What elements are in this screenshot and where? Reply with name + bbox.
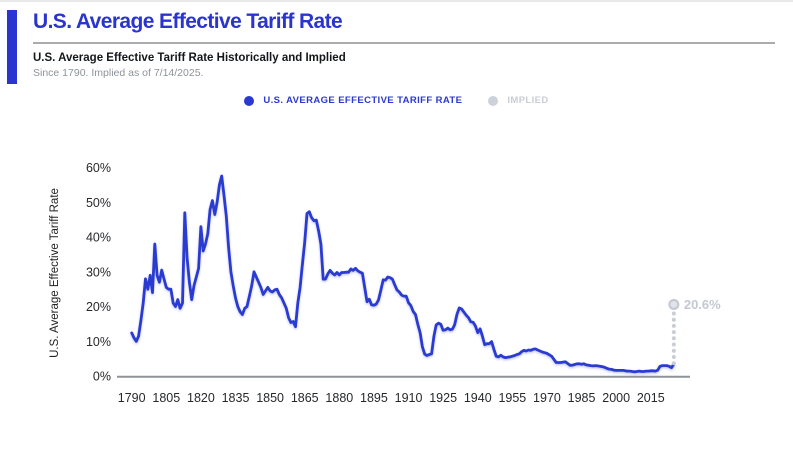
x-tick-label: 1805 xyxy=(152,391,180,405)
x-tick-label: 1910 xyxy=(395,391,423,405)
implied-dot-icon xyxy=(671,323,676,328)
x-tick-label: 2015 xyxy=(637,391,665,405)
legend-item-implied[interactable]: IMPLIED xyxy=(488,95,548,106)
implied-dot-icon xyxy=(671,361,676,366)
header-divider xyxy=(33,42,775,44)
implied-dotted-line xyxy=(671,311,676,366)
implied-endpoint-marker[interactable] xyxy=(668,298,680,310)
implied-value-label: 20.6% xyxy=(684,297,721,312)
y-tick-label: 50% xyxy=(86,196,111,210)
chart-subtitle: U.S. Average Effective Tariff Rate Histo… xyxy=(33,52,346,64)
implied-dot-icon xyxy=(671,330,676,335)
tariff-rate-line[interactable] xyxy=(130,174,676,374)
y-tick-label: 30% xyxy=(86,265,111,279)
x-tick-label: 2000 xyxy=(602,391,630,405)
implied-dot-icon xyxy=(671,348,676,353)
x-axis-ticks: 1790 1805 1820 1835 1850 1865 1880 1895 1910 1925… xyxy=(118,391,665,405)
x-tick-label: 1970 xyxy=(533,391,561,405)
y-tick-label: 40% xyxy=(86,231,111,245)
implied-dot-icon xyxy=(671,342,676,347)
y-tick-label: 20% xyxy=(86,300,111,314)
x-tick-label: 1880 xyxy=(325,391,353,405)
legend-label-implied: IMPLIED xyxy=(507,95,549,106)
x-tick-label: 1835 xyxy=(222,391,250,405)
implied-dot-icon xyxy=(671,336,676,341)
implied-dot-icon xyxy=(671,355,676,359)
page-title: U.S. Average Effective Tariff Rate xyxy=(33,10,343,33)
x-tick-label: 1865 xyxy=(291,391,319,405)
x-tick-label: 1790 xyxy=(118,391,146,405)
x-tick-label: 1940 xyxy=(464,391,492,405)
y-tick-label: 0% xyxy=(93,370,111,384)
x-tick-label: 1955 xyxy=(498,391,526,405)
y-axis-title: U.S. Average Effective Tariff Rate xyxy=(49,188,61,358)
x-tick-label: 1850 xyxy=(256,391,284,405)
x-tick-label: 1985 xyxy=(568,391,596,405)
y-tick-label: 60% xyxy=(86,161,111,175)
x-tick-label: 1925 xyxy=(429,391,457,405)
chart-legend: U.S. AVERAGE EFFECTIVE TARIFF RATE IMPLI… xyxy=(0,95,793,106)
chart-caption: Since 1790. Implied as of 7/14/2025. xyxy=(33,67,204,79)
legend-dot-tariff-icon xyxy=(244,95,255,106)
y-tick-label: 10% xyxy=(86,335,111,349)
x-tick-label: 1895 xyxy=(360,391,388,405)
y-axis-ticks: 0% 10% 20% 30% 40% 50% 60% xyxy=(86,161,111,383)
legend-dot-implied-icon xyxy=(488,95,499,106)
x-tick-label: 1820 xyxy=(187,391,215,405)
legend-item-tariff-rate[interactable]: U.S. AVERAGE EFFECTIVE TARIFF RATE xyxy=(244,95,462,106)
implied-dot-icon xyxy=(671,317,676,322)
accent-bar xyxy=(7,10,17,84)
implied-dot-icon xyxy=(671,311,676,316)
legend-label-tariff: U.S. AVERAGE EFFECTIVE TARIFF RATE xyxy=(263,95,463,106)
